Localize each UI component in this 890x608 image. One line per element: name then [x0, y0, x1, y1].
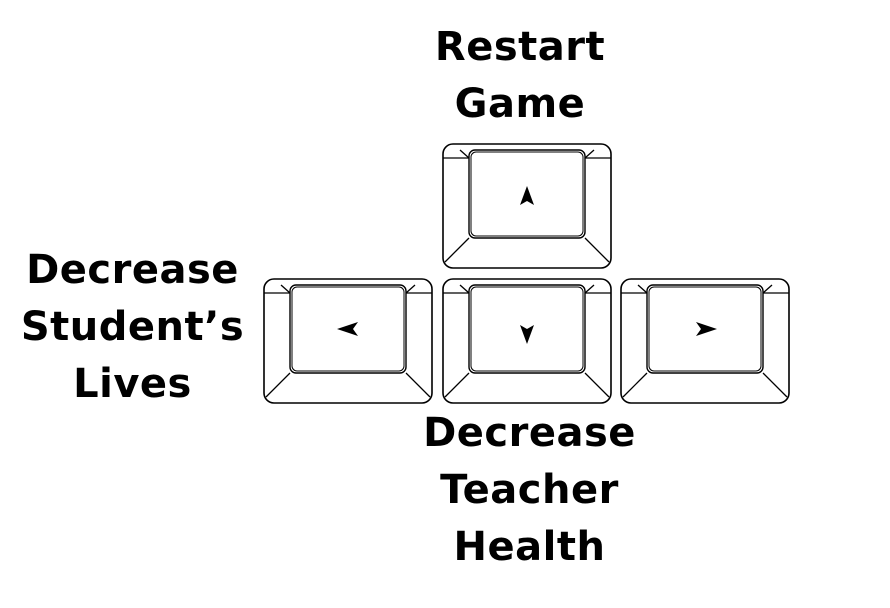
label-line: Game: [454, 81, 586, 127]
left-arrow-key[interactable]: [263, 278, 433, 404]
arrow-down-icon: [520, 325, 534, 344]
label-decrease-teacher-health: Decrease Teacher Health: [407, 405, 652, 576]
up-arrow-key[interactable]: [442, 143, 612, 269]
label-line: Restart: [434, 24, 606, 70]
arrow-right-icon: [696, 322, 717, 336]
label-line: Health: [453, 524, 606, 570]
arrow-left-icon: [337, 322, 358, 336]
arrow-up-icon: [520, 186, 534, 205]
label-restart-game: Restart Game: [400, 19, 640, 133]
label-line: Decrease: [423, 410, 636, 456]
label-line: Decrease: [26, 247, 239, 293]
label-decrease-students-lives: Decrease Student’s Lives: [10, 242, 255, 413]
label-line: Lives: [73, 361, 192, 407]
label-line: Teacher: [440, 467, 619, 513]
label-line: Student’s: [20, 304, 245, 350]
right-arrow-key[interactable]: [620, 278, 790, 404]
down-arrow-key[interactable]: [442, 278, 612, 404]
